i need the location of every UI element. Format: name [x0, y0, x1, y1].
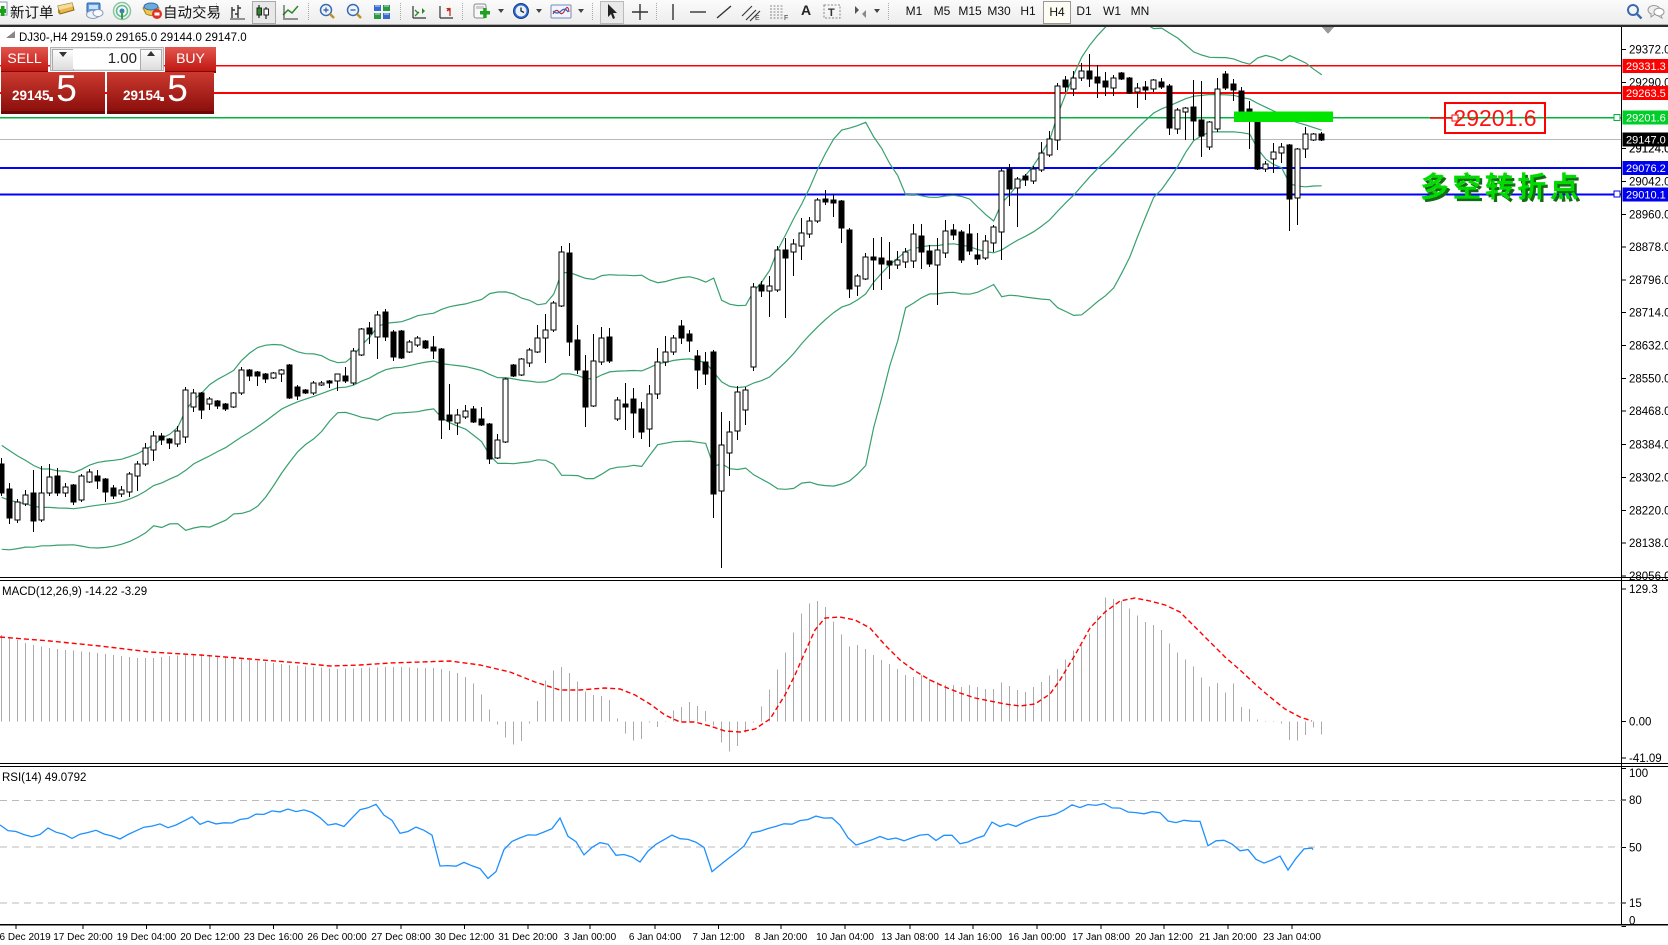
svg-text:DJ30-,H4 29159.0 29165.0 2914: DJ30-,H4 29159.0 29165.0 29144.0 29147.0 — [19, 32, 247, 44]
svg-text:28384.0: 28384.0 — [1629, 440, 1668, 452]
svg-text:29372.0: 29372.0 — [1629, 45, 1668, 57]
svg-text:21 Jan 20:00: 21 Jan 20:00 — [1199, 932, 1257, 943]
svg-text:28138.0: 28138.0 — [1629, 538, 1668, 550]
svg-text:16 Jan 00:00: 16 Jan 00:00 — [1008, 932, 1066, 943]
svg-text:28302.0: 28302.0 — [1629, 473, 1668, 485]
svg-text:29201.6: 29201.6 — [1626, 113, 1666, 125]
svg-text:15: 15 — [1629, 898, 1642, 910]
svg-text:29076.2: 29076.2 — [1626, 163, 1666, 175]
svg-text:14 Jan 16:00: 14 Jan 16:00 — [944, 932, 1002, 943]
svg-text:17 Jan 08:00: 17 Jan 08:00 — [1072, 932, 1130, 943]
svg-text:28056.0: 28056.0 — [1629, 571, 1668, 583]
svg-text:28468.0: 28468.0 — [1629, 406, 1668, 418]
svg-text:26 Dec 00:00: 26 Dec 00:00 — [307, 932, 367, 943]
svg-text:-41.09: -41.09 — [1629, 753, 1662, 765]
svg-text:RSI(14) 49.0792: RSI(14) 49.0792 — [2, 772, 86, 784]
svg-text:29010.1: 29010.1 — [1626, 189, 1666, 201]
svg-text:3 Jan 00:00: 3 Jan 00:00 — [564, 932, 617, 943]
svg-text:17 Dec 20:00: 17 Dec 20:00 — [53, 932, 113, 943]
svg-text:10 Jan 04:00: 10 Jan 04:00 — [816, 932, 874, 943]
svg-text:28550.0: 28550.0 — [1629, 373, 1668, 385]
svg-text:6 Jan 04:00: 6 Jan 04:00 — [629, 932, 682, 943]
svg-text:50: 50 — [1629, 843, 1642, 855]
svg-text:29124.0: 29124.0 — [1629, 144, 1668, 156]
svg-text:E: E — [755, 15, 760, 22]
svg-text:29147.0: 29147.0 — [1626, 135, 1666, 147]
svg-text:MACD(12,26,9) -14.22 -3.29: MACD(12,26,9) -14.22 -3.29 — [2, 586, 147, 598]
svg-text:F: F — [784, 15, 788, 22]
svg-text:29124.0: 29124.0 — [1629, 144, 1668, 156]
svg-text:28714.0: 28714.0 — [1629, 308, 1668, 320]
svg-text:28632.0: 28632.0 — [1629, 341, 1668, 353]
svg-text:0.00: 0.00 — [1629, 716, 1651, 728]
svg-text:28878.0: 28878.0 — [1629, 242, 1668, 254]
svg-text:T: T — [828, 7, 835, 19]
svg-text:80: 80 — [1629, 795, 1642, 807]
svg-text:29263.5: 29263.5 — [1626, 88, 1666, 100]
svg-text:7 Jan 12:00: 7 Jan 12:00 — [692, 932, 745, 943]
svg-text:28220.0: 28220.0 — [1629, 505, 1668, 517]
svg-text:129.3: 129.3 — [1629, 584, 1658, 596]
svg-text:100: 100 — [1629, 768, 1648, 780]
svg-text:19 Dec 04:00: 19 Dec 04:00 — [117, 932, 177, 943]
svg-text:13 Jan 08:00: 13 Jan 08:00 — [881, 932, 939, 943]
svg-text:16 Dec 2019: 16 Dec 2019 — [0, 932, 51, 943]
svg-text:27 Dec 08:00: 27 Dec 08:00 — [371, 932, 431, 943]
svg-text:30 Dec 12:00: 30 Dec 12:00 — [435, 932, 495, 943]
svg-text:23 Jan 04:00: 23 Jan 04:00 — [1263, 932, 1321, 943]
svg-text:20 Jan 12:00: 20 Jan 12:00 — [1135, 932, 1193, 943]
svg-text:20 Dec 12:00: 20 Dec 12:00 — [180, 932, 240, 943]
svg-text:29042.0: 29042.0 — [1629, 177, 1668, 189]
svg-text:28960.0: 28960.0 — [1629, 209, 1668, 221]
svg-text:0: 0 — [1629, 916, 1635, 928]
svg-text:28796.0: 28796.0 — [1629, 275, 1668, 287]
svg-text:23 Dec 16:00: 23 Dec 16:00 — [244, 932, 304, 943]
svg-text:31 Dec 20:00: 31 Dec 20:00 — [498, 932, 558, 943]
svg-text:29331.3: 29331.3 — [1626, 61, 1666, 73]
svg-text:8 Jan 20:00: 8 Jan 20:00 — [755, 932, 808, 943]
